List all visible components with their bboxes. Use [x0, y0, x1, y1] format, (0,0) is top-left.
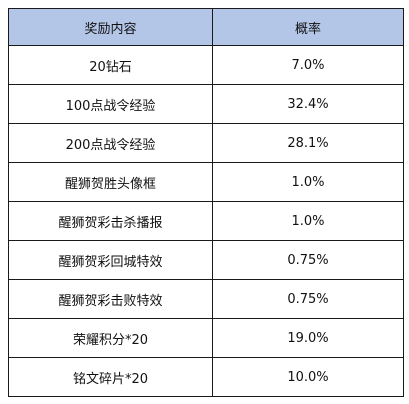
table-row: 醒狮贺彩击败特效 0.75% [8, 279, 404, 319]
table-header: 奖励内容 概率 [8, 8, 404, 46]
header-probability: 概率 [212, 8, 404, 46]
probability-cell: 32.4% [212, 84, 404, 124]
table-row: 铭文碎片*20 10.0% [8, 357, 404, 397]
probability-cell: 0.75% [212, 240, 404, 280]
table-row: 200点战令经验 28.1% [8, 123, 404, 163]
probability-cell: 19.0% [212, 318, 404, 358]
probability-cell: 10.0% [212, 357, 404, 397]
reward-item-cell: 20钻石 [8, 45, 213, 85]
table-row: 醒狮贺胜头像框 1.0% [8, 162, 404, 202]
reward-item-cell: 醒狮贺彩回城特效 [8, 240, 213, 280]
header-reward-content: 奖励内容 [8, 8, 213, 46]
probability-cell: 28.1% [212, 123, 404, 163]
reward-item-cell: 100点战令经验 [8, 84, 213, 124]
reward-item-cell: 醒狮贺彩击败特效 [8, 279, 213, 319]
reward-item-cell: 铭文碎片*20 [8, 357, 213, 397]
reward-item-cell: 200点战令经验 [8, 123, 213, 163]
table-row: 醒狮贺彩回城特效 0.75% [8, 240, 404, 280]
table-row: 20钻石 7.0% [8, 45, 404, 85]
reward-item-cell: 醒狮贺彩击杀播报 [8, 201, 213, 241]
table-row: 100点战令经验 32.4% [8, 84, 404, 124]
header-row: 奖励内容 概率 [8, 8, 404, 46]
table-row: 荣耀积分*20 19.0% [8, 318, 404, 358]
reward-item-cell: 醒狮贺胜头像框 [8, 162, 213, 202]
reward-probability-table: 奖励内容 概率 20钻石 7.0% 100点战令经验 32.4% 200点战令经… [8, 8, 404, 397]
table-row: 醒狮贺彩击杀播报 1.0% [8, 201, 404, 241]
probability-cell: 0.75% [212, 279, 404, 319]
probability-cell: 1.0% [212, 201, 404, 241]
table-body: 20钻石 7.0% 100点战令经验 32.4% 200点战令经验 28.1% … [8, 45, 404, 397]
probability-cell: 7.0% [212, 45, 404, 85]
probability-cell: 1.0% [212, 162, 404, 202]
reward-item-cell: 荣耀积分*20 [8, 318, 213, 358]
